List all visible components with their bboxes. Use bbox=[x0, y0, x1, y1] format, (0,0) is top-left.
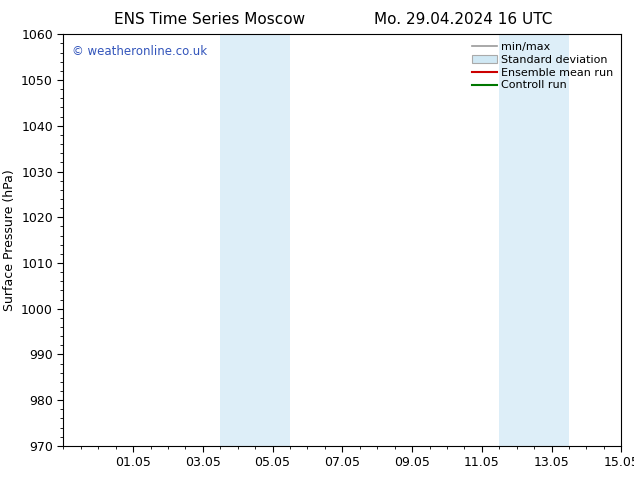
Text: ENS Time Series Moscow: ENS Time Series Moscow bbox=[113, 12, 305, 27]
Text: Mo. 29.04.2024 16 UTC: Mo. 29.04.2024 16 UTC bbox=[373, 12, 552, 27]
Bar bbox=[221, 34, 290, 446]
Legend: min/max, Standard deviation, Ensemble mean run, Controll run: min/max, Standard deviation, Ensemble me… bbox=[470, 40, 616, 93]
Y-axis label: Surface Pressure (hPa): Surface Pressure (hPa) bbox=[3, 169, 16, 311]
Bar bbox=[500, 34, 569, 446]
Text: © weatheronline.co.uk: © weatheronline.co.uk bbox=[72, 45, 207, 58]
